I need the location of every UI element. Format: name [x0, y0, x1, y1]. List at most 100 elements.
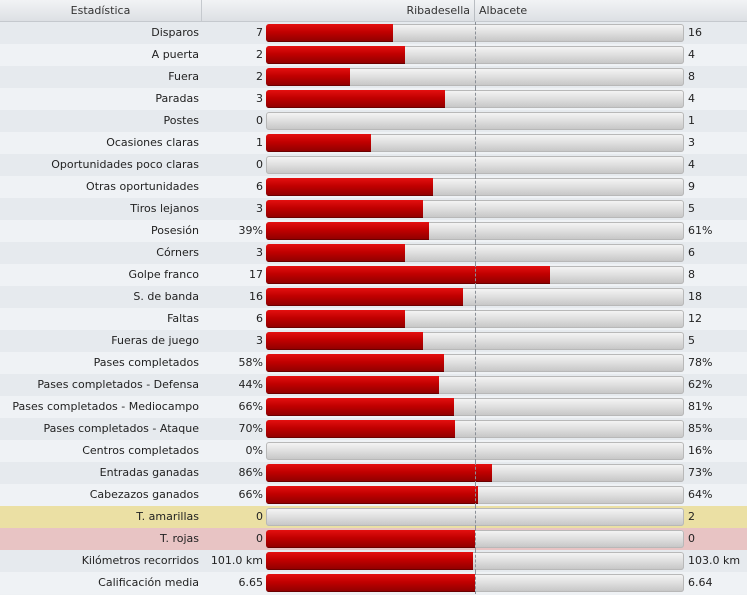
home-value: 66% [238, 400, 263, 413]
home-value: 2 [256, 48, 263, 61]
home-share-bar [266, 398, 454, 416]
midline-divider [475, 264, 476, 286]
stat-label: Cabezazos ganados [89, 488, 199, 501]
away-value: 8 [688, 268, 695, 281]
header-divider [474, 0, 475, 21]
stat-label: Calificación media [98, 576, 199, 589]
stat-row: Kilómetros recorridos 101.0 km 103.0 km [0, 550, 747, 572]
stat-label: Golpe franco [128, 268, 199, 281]
stat-label: Tiros lejanos [130, 202, 199, 215]
stat-label: S. de banda [133, 290, 199, 303]
home-value: 86% [238, 466, 263, 479]
home-value: 101.0 km [210, 554, 263, 567]
midline-divider [475, 198, 476, 220]
stat-row: Fuera 2 8 [0, 66, 747, 88]
home-share-bar [266, 68, 350, 86]
home-share-bar [266, 552, 473, 570]
midline-divider [475, 308, 476, 330]
away-value: 1 [688, 114, 695, 127]
home-value: 17 [249, 268, 263, 281]
midline-divider [475, 352, 476, 374]
midline-divider [475, 330, 476, 352]
home-value: 0% [245, 444, 263, 457]
away-value: 8 [688, 70, 695, 83]
home-value: 58% [238, 356, 263, 369]
home-value: 3 [256, 334, 263, 347]
stat-row: T. amarillas 0 2 [0, 506, 747, 528]
home-share-bar [266, 266, 550, 284]
stat-label: Fueras de juego [111, 334, 199, 347]
away-value: 78% [688, 356, 713, 369]
home-value: 6 [256, 180, 263, 193]
stat-label: Pases completados - Ataque [43, 422, 199, 435]
away-value: 73% [688, 466, 713, 479]
midline-divider [475, 154, 476, 176]
home-share-bar [266, 24, 393, 42]
away-value: 61% [688, 224, 713, 237]
midline-divider [475, 22, 476, 44]
home-value: 3 [256, 202, 263, 215]
stat-row: Calificación media 6.65 6.64 [0, 572, 747, 594]
stat-row: T. rojas 0 0 [0, 528, 747, 550]
home-value: 70% [238, 422, 263, 435]
away-value: 6.64 [688, 576, 713, 589]
stat-row: Pases completados - Defensa 44% 62% [0, 374, 747, 396]
stat-row: Posesión 39% 61% [0, 220, 747, 242]
home-value: 6.65 [238, 576, 264, 589]
midline-divider [475, 374, 476, 396]
home-share-bar [266, 90, 445, 108]
stat-label: Fuera [168, 70, 199, 83]
home-value: 3 [256, 246, 263, 259]
stat-label: A puerta [151, 48, 199, 61]
home-share-bar [266, 288, 463, 306]
midline-divider [475, 550, 476, 572]
stat-label: T. amarillas [136, 510, 199, 523]
stats-header: Estadística Ribadesella Albacete [0, 0, 747, 22]
away-value: 2 [688, 510, 695, 523]
stat-row: Fueras de juego 3 5 [0, 330, 747, 352]
column-header-home-team[interactable]: Ribadesella [406, 4, 470, 17]
stat-row: Paradas 3 4 [0, 88, 747, 110]
stat-row: Pases completados 58% 78% [0, 352, 747, 374]
stat-label: Otras oportunidades [86, 180, 199, 193]
stat-row: Otras oportunidades 6 9 [0, 176, 747, 198]
home-value: 0 [256, 532, 263, 545]
home-share-bar [266, 200, 423, 218]
home-value: 1 [256, 136, 263, 149]
midline-divider [475, 528, 476, 550]
home-value: 7 [256, 26, 263, 39]
stat-label: Pases completados - Mediocampo [12, 400, 199, 413]
home-share-bar [266, 134, 371, 152]
away-value: 85% [688, 422, 713, 435]
stat-label: Centros completados [82, 444, 199, 457]
home-share-bar [266, 310, 405, 328]
away-value: 5 [688, 334, 695, 347]
home-value: 0 [256, 510, 263, 523]
home-value: 44% [238, 378, 263, 391]
stat-label: Pases completados [93, 356, 199, 369]
away-value: 0 [688, 532, 695, 545]
away-value: 4 [688, 48, 695, 61]
stat-row: Oportunidades poco claras 0 4 [0, 154, 747, 176]
stat-label: Posesión [151, 224, 199, 237]
stat-label: Kilómetros recorridos [81, 554, 199, 567]
stat-row: A puerta 2 4 [0, 44, 747, 66]
midline-divider [475, 88, 476, 110]
stat-row: Pases completados - Ataque 70% 85% [0, 418, 747, 440]
away-value: 81% [688, 400, 713, 413]
column-header-away-team[interactable]: Albacete [479, 4, 528, 17]
midline-divider [475, 572, 476, 594]
home-value: 0 [256, 114, 263, 127]
column-header-statistic[interactable]: Estadística [0, 0, 202, 21]
away-value: 4 [688, 158, 695, 171]
stat-row: Cabezazos ganados 66% 64% [0, 484, 747, 506]
midline-divider [475, 220, 476, 242]
home-share-bar [266, 354, 444, 372]
stat-label: T. rojas [160, 532, 199, 545]
stat-row: Entradas ganadas 86% 73% [0, 462, 747, 484]
stat-row: Tiros lejanos 3 5 [0, 198, 747, 220]
stat-row: Disparos 7 16 [0, 22, 747, 44]
stat-label: Oportunidades poco claras [51, 158, 199, 171]
away-value: 5 [688, 202, 695, 215]
stat-row: S. de banda 16 18 [0, 286, 747, 308]
